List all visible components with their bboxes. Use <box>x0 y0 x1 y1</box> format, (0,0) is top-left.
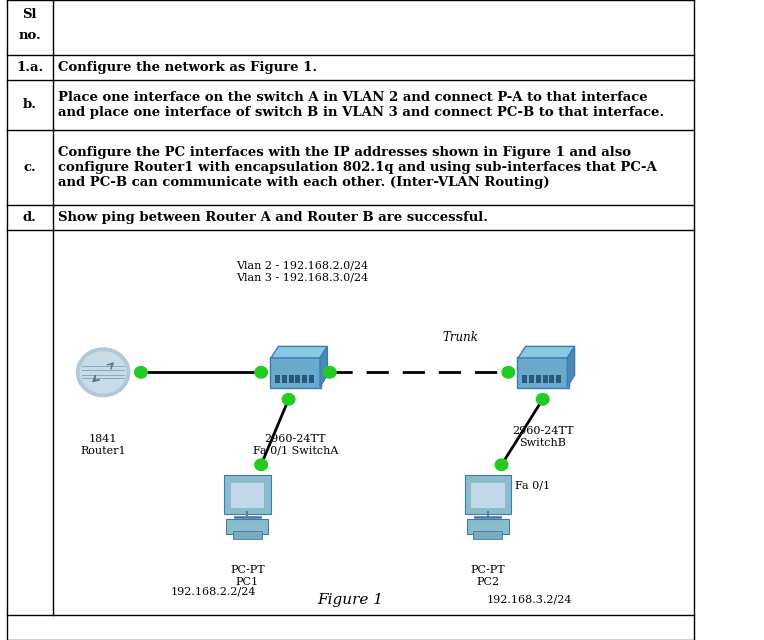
Bar <box>529 375 534 383</box>
Bar <box>282 375 286 383</box>
Text: PC-PT
PC2: PC-PT PC2 <box>471 565 505 586</box>
Bar <box>289 375 293 383</box>
Bar <box>542 375 548 383</box>
Text: b.: b. <box>23 99 37 111</box>
FancyBboxPatch shape <box>231 483 264 508</box>
Text: Configure the network as Figure 1.: Configure the network as Figure 1. <box>58 61 317 74</box>
FancyBboxPatch shape <box>471 483 504 508</box>
FancyBboxPatch shape <box>233 531 262 539</box>
FancyBboxPatch shape <box>465 475 511 515</box>
Circle shape <box>76 348 130 397</box>
Text: Trunk: Trunk <box>442 331 478 344</box>
FancyBboxPatch shape <box>225 475 270 515</box>
Bar <box>556 375 562 383</box>
FancyBboxPatch shape <box>467 518 509 534</box>
Polygon shape <box>271 346 327 358</box>
Circle shape <box>502 367 515 378</box>
FancyBboxPatch shape <box>226 518 268 534</box>
Circle shape <box>80 351 126 393</box>
Text: d.: d. <box>23 211 37 224</box>
Circle shape <box>282 394 295 405</box>
Bar <box>296 375 300 383</box>
Text: 2960-24TT
SwitchB: 2960-24TT SwitchB <box>512 426 574 448</box>
Bar <box>549 375 555 383</box>
Text: Configure the PC interfaces with the IP addresses shown in Figure 1 and also
con: Configure the PC interfaces with the IP … <box>58 146 657 189</box>
Circle shape <box>323 367 336 378</box>
Text: Vlan 2 - 192.168.2.0/24
Vlan 3 - 192.168.3.0/24: Vlan 2 - 192.168.2.0/24 Vlan 3 - 192.168… <box>236 260 368 282</box>
Text: 2960-24TT
Fa 0/1 SwitchA: 2960-24TT Fa 0/1 SwitchA <box>253 434 338 456</box>
Bar <box>523 375 527 383</box>
Polygon shape <box>320 346 327 387</box>
Text: Sl: Sl <box>22 8 37 20</box>
Bar <box>275 375 280 383</box>
Text: Figure 1: Figure 1 <box>317 593 384 607</box>
Text: c.: c. <box>24 161 36 174</box>
FancyBboxPatch shape <box>516 356 568 388</box>
FancyBboxPatch shape <box>473 531 503 539</box>
Circle shape <box>255 367 267 378</box>
Text: 192.168.3.2/24: 192.168.3.2/24 <box>486 595 571 605</box>
Polygon shape <box>567 346 575 387</box>
Bar <box>303 375 307 383</box>
Circle shape <box>134 367 147 378</box>
Text: 192.168.2.2/24: 192.168.2.2/24 <box>170 587 256 597</box>
FancyBboxPatch shape <box>270 356 322 388</box>
Text: Show ping between Router A and Router B are successful.: Show ping between Router A and Router B … <box>58 211 488 224</box>
Text: Fa 0/1: Fa 0/1 <box>515 480 550 490</box>
Circle shape <box>536 394 549 405</box>
Text: 1841
Router1: 1841 Router1 <box>80 434 126 456</box>
Bar <box>309 375 314 383</box>
Polygon shape <box>518 346 575 358</box>
Text: PC-PT
PC1: PC-PT PC1 <box>230 565 264 586</box>
Text: no.: no. <box>18 29 41 42</box>
Text: 1.a.: 1.a. <box>16 61 44 74</box>
Circle shape <box>495 459 508 470</box>
Bar <box>536 375 541 383</box>
Text: Place one interface on the switch A in VLAN 2 and connect P-A to that interface
: Place one interface on the switch A in V… <box>58 91 664 119</box>
Circle shape <box>255 459 267 470</box>
